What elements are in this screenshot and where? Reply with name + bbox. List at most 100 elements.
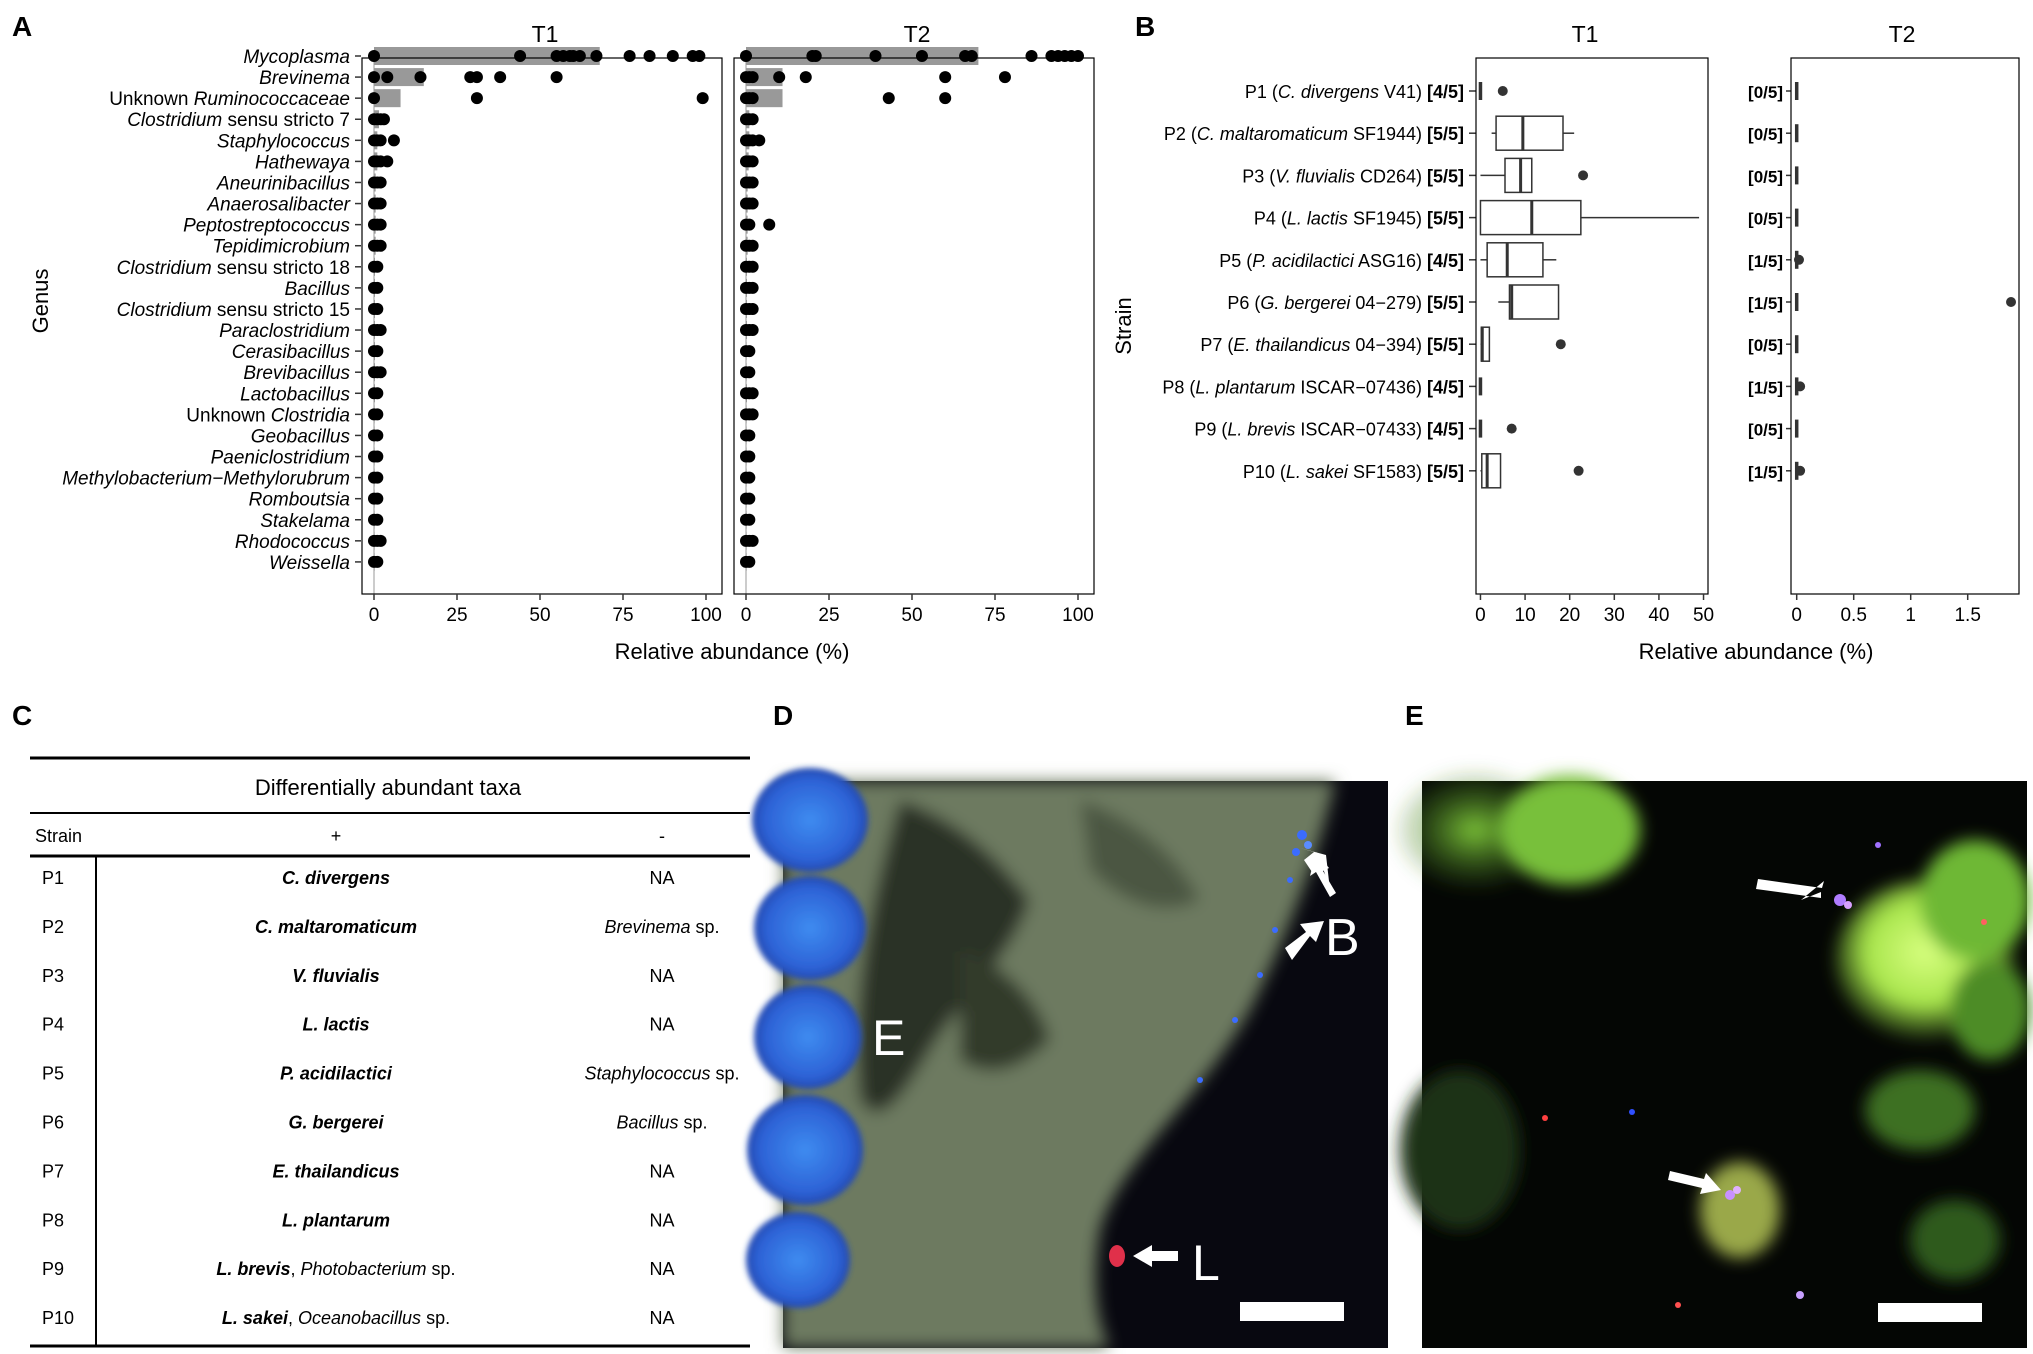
table-cell-minus-part: NA: [649, 966, 674, 986]
strain-label-part: P8 (: [1162, 377, 1195, 397]
sample-point: [740, 50, 752, 62]
box-facet-title-t2: T2: [1889, 21, 1916, 47]
sample-point: [374, 534, 387, 547]
table-header-minus: -: [659, 826, 665, 846]
panel-letter-c: C: [12, 700, 32, 731]
sample-point: [746, 92, 759, 105]
sample-point: [746, 71, 759, 84]
table-cell-minus: NA: [649, 1161, 674, 1181]
table-cell-plus: V. fluvialis: [292, 966, 379, 986]
sample-point: [494, 71, 507, 84]
scale-bar: [1878, 1303, 1982, 1322]
genus-label-part: Rhodococcus: [235, 532, 351, 553]
sample-point: [590, 50, 603, 62]
strain-label-part: L. plantarum: [1195, 377, 1295, 397]
strain-label: P2 (C. maltaromaticum SF1944) [5/5]: [1164, 124, 1464, 144]
strain-label-part: [5/5]: [1427, 293, 1464, 313]
genus-label: Bacillus: [285, 279, 351, 300]
strain-label: P7 (E. thailandicus 04−394) [5/5]: [1200, 335, 1464, 355]
sample-point: [371, 281, 384, 294]
box-facet-t1: T1 0 10 20 30 40 50: [1475, 21, 1714, 626]
strain-label-part: [5/5]: [1427, 124, 1464, 144]
prevalence-annotation: [1/5]: [1748, 294, 1783, 313]
arrow-icon: [1285, 921, 1324, 960]
panel-letter-d: D: [773, 700, 793, 731]
table-cell-minus-part: Brevinema: [604, 917, 690, 937]
sample-point: [743, 492, 756, 505]
genus-label-part: Bacillus: [285, 279, 351, 300]
genus-label-part: Ruminococcaceae: [194, 89, 350, 110]
sample-point: [746, 176, 759, 189]
strain-label-part: [5/5]: [1427, 209, 1464, 229]
mean-bar: [746, 47, 979, 65]
strain-label-part: P7 (: [1200, 335, 1233, 355]
facet-title-t1: T1: [532, 21, 559, 47]
sample-point: [371, 492, 384, 505]
table-cell-plus-part: L. brevis: [216, 1259, 290, 1279]
x-tick-label: 75: [984, 605, 1005, 626]
genus-label-part: Geobacillus: [251, 426, 351, 447]
strain-label-part: CD264): [1355, 166, 1427, 186]
micrograph-d-tissue: [783, 781, 1335, 1348]
sample-point: [882, 92, 895, 105]
genus-label: Stakelama: [260, 511, 350, 532]
genus-label-part: Unknown: [109, 89, 194, 110]
genus-label-part: Stakelama: [260, 511, 350, 532]
strain-label-part: L. sakei: [1286, 462, 1349, 482]
table-cell-plus: C. divergens: [282, 868, 390, 888]
sample-point: [374, 324, 387, 337]
table-cell-minus-part: Staphylococcus: [584, 1064, 710, 1084]
genus-label: Lactobacillus: [240, 384, 350, 405]
genus-label-part: Clostridium: [117, 300, 212, 321]
plot-frame: [1475, 57, 1709, 595]
strain-label-part: ISCAR−07436): [1295, 377, 1427, 397]
sample-point: [387, 134, 400, 147]
x-tick-label: 20: [1559, 605, 1580, 626]
sample-point: [743, 345, 756, 358]
table-cell-minus: Brevinema sp.: [604, 917, 719, 937]
micrograph-d-label-b: B: [1325, 909, 1360, 967]
sample-point: [470, 71, 483, 84]
genus-label: Paeniclostridium: [211, 448, 350, 469]
genus-label-part: Brevibacillus: [243, 363, 350, 384]
outlier-point: [1793, 254, 1804, 265]
table-cell-strain: P9: [42, 1259, 64, 1279]
table-cell-minus-part: sp.: [679, 1113, 708, 1133]
arrow-icon: [1300, 848, 1336, 897]
table-cell-plus-part: Photobacterium: [300, 1259, 426, 1279]
table-cell-strain: P6: [42, 1113, 64, 1133]
strain-label-part: [5/5]: [1427, 335, 1464, 355]
genus-label-part: Cerasibacillus: [232, 342, 351, 363]
panel-b-x-label: Relative abundance (%): [1639, 639, 1874, 664]
sample-point: [371, 302, 384, 315]
genus-label: Romboutsia: [249, 490, 350, 511]
genus-label-part: Hathewaya: [255, 152, 350, 173]
genus-label: Paraclostridium: [219, 321, 350, 342]
mean-bar: [374, 89, 401, 108]
strain-label: P1 (C. divergens V41) [4/5]: [1245, 82, 1464, 102]
table-cell-strain: P1: [42, 868, 64, 888]
table-cell-plus: L. brevis, Photobacterium sp.: [216, 1259, 455, 1279]
table-cell-plus: L. plantarum: [282, 1210, 390, 1230]
arrow-icon: [1756, 879, 1824, 900]
sample-point: [915, 50, 928, 62]
sample-point: [371, 429, 384, 442]
genus-label-part: sensu stricto 15: [212, 300, 350, 321]
strain-label-part: L. lactis: [1287, 209, 1348, 229]
plot-frame: [1790, 57, 2020, 595]
strain-label-part: P6 (: [1227, 293, 1260, 313]
strain-label-part: SF1583): [1348, 462, 1427, 482]
table-cell-plus-part: sp.: [421, 1308, 450, 1328]
genus-label: Weissella: [269, 553, 350, 574]
table-cell-plus-part: G. bergerei: [288, 1113, 384, 1133]
x-tick-label: 1.5: [1954, 605, 1980, 626]
mean-bar: [374, 47, 600, 65]
prevalence-annotation: [0/5]: [1748, 125, 1783, 144]
table-cell-minus-part: Bacillus: [616, 1113, 678, 1133]
micrograph-d-bacterium-red: [1109, 1245, 1125, 1267]
sample-point: [368, 50, 380, 62]
table-cell-minus-part: NA: [649, 1161, 674, 1181]
sample-point: [746, 155, 759, 168]
arrow-icon: [1133, 1245, 1178, 1267]
table-cell-plus-part: L. lactis: [302, 1015, 369, 1035]
